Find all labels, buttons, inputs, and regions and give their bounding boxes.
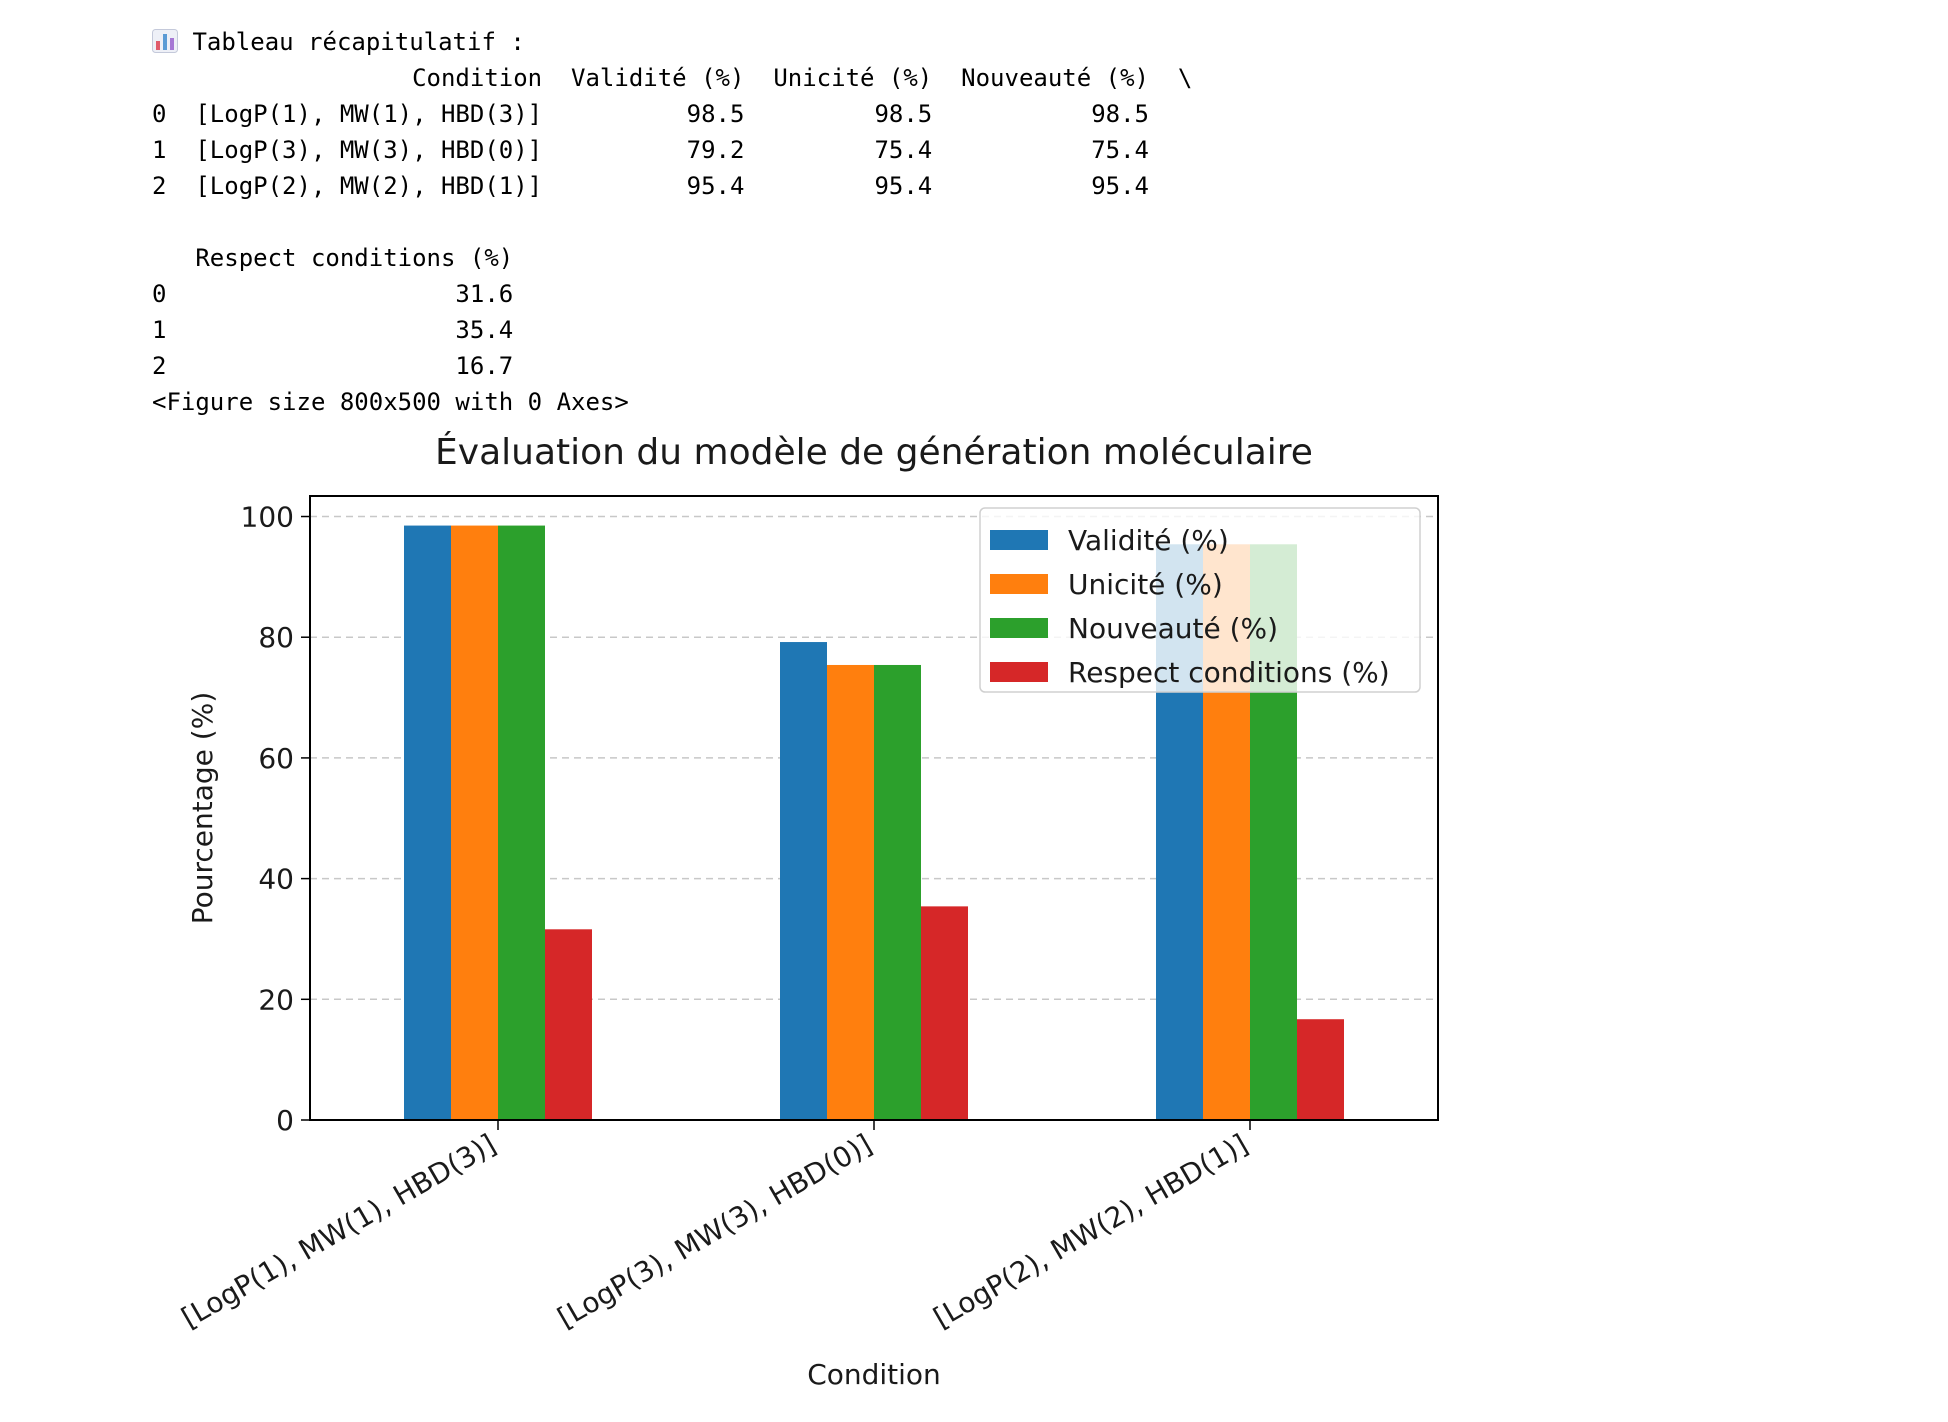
plot-frame xyxy=(309,495,1439,1121)
legend-label: Unicité (%) xyxy=(1068,568,1223,601)
x-tick-label: [LogP(1), MW(1), HBD(3)] xyxy=(176,1127,502,1334)
summary-title: Tableau récapitulatif : xyxy=(192,28,525,56)
y-tick-label: 60 xyxy=(258,742,294,775)
figure-size-note: <Figure size 800x500 with 0 Axes> xyxy=(152,388,629,416)
legend-swatch xyxy=(990,618,1048,638)
bar-chart-emoji-icon xyxy=(152,29,178,53)
bar xyxy=(874,664,921,1120)
bar xyxy=(545,929,592,1120)
bar xyxy=(780,642,827,1120)
x-tick-label: [LogP(2), MW(2), HBD(1)] xyxy=(928,1127,1254,1334)
bar xyxy=(404,525,451,1120)
table1-row: 0 [LogP(1), MW(1), HBD(3)] 98.5 98.5 98.… xyxy=(152,100,1149,128)
y-tick-label: 40 xyxy=(258,863,294,896)
y-tick-label: 80 xyxy=(258,621,294,654)
table1-row: 1 [LogP(3), MW(3), HBD(0)] 79.2 75.4 75.… xyxy=(152,136,1149,164)
console-output: Tableau récapitulatif : Condition Validi… xyxy=(152,24,1192,420)
blank-line xyxy=(152,204,1192,240)
legend-swatch xyxy=(990,662,1048,682)
y-axis-label: Pourcentage (%) xyxy=(186,692,219,925)
y-tick-label: 20 xyxy=(258,983,294,1016)
legend-swatch xyxy=(990,530,1048,550)
table1-row: 2 [LogP(2), MW(2), HBD(1)] 95.4 95.4 95.… xyxy=(152,172,1149,200)
bar xyxy=(451,525,498,1120)
legend-swatch xyxy=(990,574,1048,594)
bar xyxy=(921,906,968,1120)
y-tick-label: 0 xyxy=(276,1104,294,1137)
table2-row: 0 31.6 xyxy=(152,280,514,308)
summary-line: Tableau récapitulatif : xyxy=(152,24,1192,60)
x-tick-label: [LogP(3), MW(3), HBD(0)] xyxy=(552,1127,878,1334)
table2-header: Respect conditions (%) xyxy=(152,244,514,272)
table1-header: Condition Validité (%) Unicité (%) Nouve… xyxy=(152,64,1193,92)
bar xyxy=(1297,1019,1344,1120)
legend-label: Validité (%) xyxy=(1068,524,1229,557)
bar xyxy=(498,525,545,1120)
table2-row: 1 35.4 xyxy=(152,316,514,344)
legend-label: Respect conditions (%) xyxy=(1068,656,1390,689)
bar xyxy=(827,664,874,1120)
legend-label: Nouveauté (%) xyxy=(1068,612,1278,645)
legend-box xyxy=(979,507,1421,693)
chart-title: Évaluation du modèle de génération moléc… xyxy=(435,431,1313,473)
x-axis-label: Condition xyxy=(807,1358,941,1391)
y-tick-label: 100 xyxy=(241,501,294,534)
table2-row: 2 16.7 xyxy=(152,352,514,380)
